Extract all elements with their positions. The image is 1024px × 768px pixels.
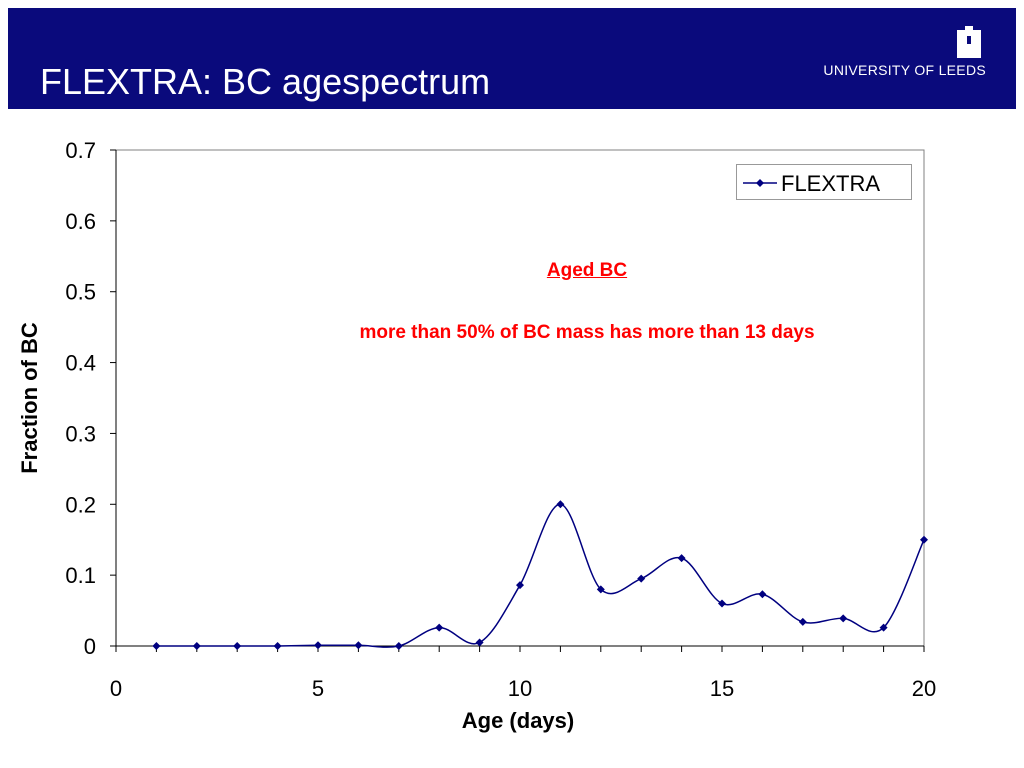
data-point (435, 623, 444, 632)
data-point (516, 581, 524, 590)
x-tick-label: 20 (912, 676, 936, 701)
data-point (758, 590, 767, 599)
data-point (152, 642, 161, 650)
data-point (314, 641, 322, 650)
x-tick-label: 0 (110, 676, 122, 701)
slide-title: FLEXTRA: BC agespectrum (40, 61, 491, 102)
plot-frame (115, 149, 925, 647)
data-point (394, 642, 403, 650)
logo-text: UNIVERSITY OF LEEDS (823, 62, 986, 78)
data-point (677, 554, 686, 563)
annotation-title: Aged BC (546, 260, 628, 281)
y-tick-label: 0.6 (65, 209, 96, 234)
y-axis-label: Fraction of BC (17, 322, 42, 474)
y-tick-label: 0.2 (65, 492, 96, 517)
data-point (879, 623, 888, 632)
university-tower-icon (957, 26, 981, 58)
y-tick-label: 0.5 (65, 280, 96, 305)
x-tick-label: 5 (312, 676, 324, 701)
data-point (839, 614, 848, 623)
y-tick-label: 0.4 (65, 351, 96, 376)
legend: FLEXTRA (736, 164, 912, 200)
data-point (273, 642, 282, 650)
y-tick-label: 0.3 (65, 421, 96, 446)
data-point (192, 642, 201, 650)
data-point (637, 574, 646, 583)
data-point (475, 638, 484, 647)
legend-label: FLEXTRA (781, 171, 881, 196)
data-point (354, 641, 363, 650)
annotation-body: more than 50% of BC mass has more than 1… (359, 322, 815, 343)
series-line (156, 503, 925, 648)
x-axis-label: Age (days) (461, 708, 575, 733)
y-tick-label: 0 (84, 634, 96, 659)
x-tick-label: 10 (508, 676, 532, 701)
x-tick-label: 15 (710, 676, 734, 701)
data-point (798, 617, 807, 626)
y-tick-label: 0.7 (65, 138, 96, 163)
data-point (718, 599, 726, 608)
data-point (596, 585, 605, 594)
data-point (556, 500, 565, 509)
legend-marker-icon (743, 179, 777, 187)
y-tick-label: 0.1 (65, 563, 96, 588)
slide-header: FLEXTRA: BC agespectrum UNIVERSITY OF LE… (8, 8, 1016, 109)
university-logo: UNIVERSITY OF LEEDS (816, 26, 986, 88)
data-point (233, 642, 242, 650)
data-point (920, 535, 928, 544)
